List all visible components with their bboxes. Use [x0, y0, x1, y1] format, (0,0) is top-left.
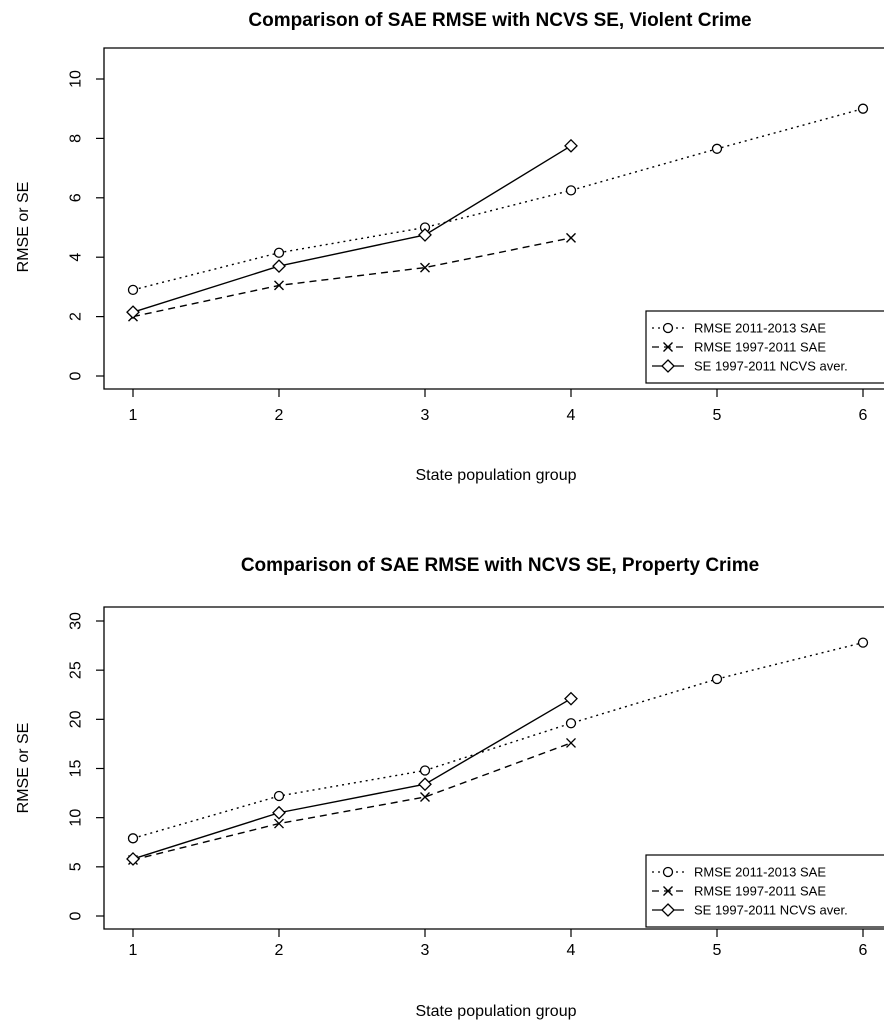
legend-marker — [661, 359, 675, 373]
data-point — [566, 737, 576, 748]
y-tick-label: 4 — [68, 253, 85, 262]
legend-marker — [663, 342, 673, 352]
legend-entry: RMSE 1997-2011 SAE — [694, 340, 826, 355]
y-tick-label: 25 — [68, 661, 85, 679]
x-tick-label: 3 — [421, 942, 430, 959]
x-tick-label: 5 — [713, 942, 722, 959]
legend-entry: RMSE 2011-2013 SAE — [694, 865, 826, 880]
y-tick-label: 20 — [68, 710, 85, 728]
legend-entry: RMSE 2011-2013 SAE — [694, 321, 826, 336]
x-tick-label: 2 — [275, 407, 284, 424]
violent-crime-chart: Comparison of SAE RMSE with NCVS SE, Vio… — [15, 10, 884, 484]
y-axis-label: RMSE or SE — [15, 723, 32, 814]
data-point — [711, 673, 723, 685]
data-point — [419, 765, 431, 776]
x-axis-label: State population group — [415, 1003, 576, 1020]
property-crime-chart: Comparison of SAE RMSE with NCVS SE, Pro… — [15, 555, 884, 1020]
x-tick-label: 6 — [859, 942, 868, 959]
x-tick-label: 5 — [713, 407, 722, 424]
y-tick-label: 0 — [68, 911, 85, 920]
x-axis-label: State population group — [415, 467, 576, 484]
legend-marker — [662, 322, 674, 334]
y-tick-label: 5 — [68, 862, 85, 871]
data-point — [565, 185, 577, 196]
data-point — [564, 138, 578, 153]
data-point — [127, 833, 139, 844]
legend-entry: RMSE 1997-2011 SAE — [694, 884, 826, 899]
y-tick-label: 10 — [68, 809, 85, 827]
data-point — [420, 792, 430, 803]
data-point — [565, 718, 577, 729]
data-point — [418, 777, 432, 792]
data-point — [272, 259, 286, 274]
legend-marker — [663, 886, 673, 896]
data-point — [126, 852, 140, 866]
data-point — [126, 305, 140, 320]
chart-title: Comparison of SAE RMSE with NCVS SE, Vio… — [248, 10, 751, 31]
y-tick-label: 15 — [68, 760, 85, 778]
legend: RMSE 2011-2013 SAE RMSE 1997-2011 SAE SE 1… — [645, 310, 884, 384]
data-point — [418, 228, 432, 242]
x-tick-label: 6 — [859, 407, 868, 424]
legend-marker — [662, 866, 674, 878]
data-point — [273, 790, 285, 802]
legend-box — [645, 310, 884, 384]
series-line — [132, 641, 864, 839]
y-tick-label: 8 — [68, 134, 85, 143]
legend-box — [645, 854, 884, 928]
data-point — [857, 637, 869, 648]
series-line — [132, 237, 572, 318]
x-tick-label: 4 — [567, 942, 576, 959]
x-tick-label: 1 — [129, 407, 138, 424]
chart-title: Comparison of SAE RMSE with NCVS SE, Pro… — [241, 555, 759, 576]
plot-frame — [103, 47, 884, 390]
x-tick-label: 1 — [129, 942, 138, 959]
x-tick-label: 3 — [421, 407, 430, 424]
legend: RMSE 2011-2013 SAE RMSE 1997-2011 SAE SE 1… — [645, 854, 884, 928]
x-tick-label: 2 — [275, 942, 284, 959]
x-tick-label: 4 — [567, 407, 576, 424]
y-tick-label: 0 — [68, 371, 85, 380]
legend-entry: SE 1997-2011 NCVS aver. — [694, 903, 848, 918]
series-line — [132, 742, 572, 861]
data-point — [127, 284, 139, 296]
data-point — [272, 805, 286, 820]
data-point — [273, 247, 285, 258]
series-line — [132, 108, 864, 291]
series-line — [132, 145, 572, 313]
data-point — [564, 691, 578, 706]
data-point — [857, 103, 869, 114]
y-tick-label: 2 — [68, 312, 85, 321]
data-point — [566, 232, 576, 243]
y-tick-label: 10 — [68, 70, 85, 88]
y-tick-label: 30 — [68, 612, 85, 630]
legend-marker — [661, 903, 675, 917]
y-tick-label: 6 — [68, 193, 85, 202]
data-point — [274, 818, 284, 829]
legend-entry: SE 1997-2011 NCVS aver. — [694, 359, 848, 374]
data-point — [274, 280, 284, 291]
series-line — [132, 698, 572, 860]
data-point — [420, 262, 430, 273]
data-point — [711, 143, 723, 154]
y-axis-label: RMSE or SE — [15, 182, 32, 273]
